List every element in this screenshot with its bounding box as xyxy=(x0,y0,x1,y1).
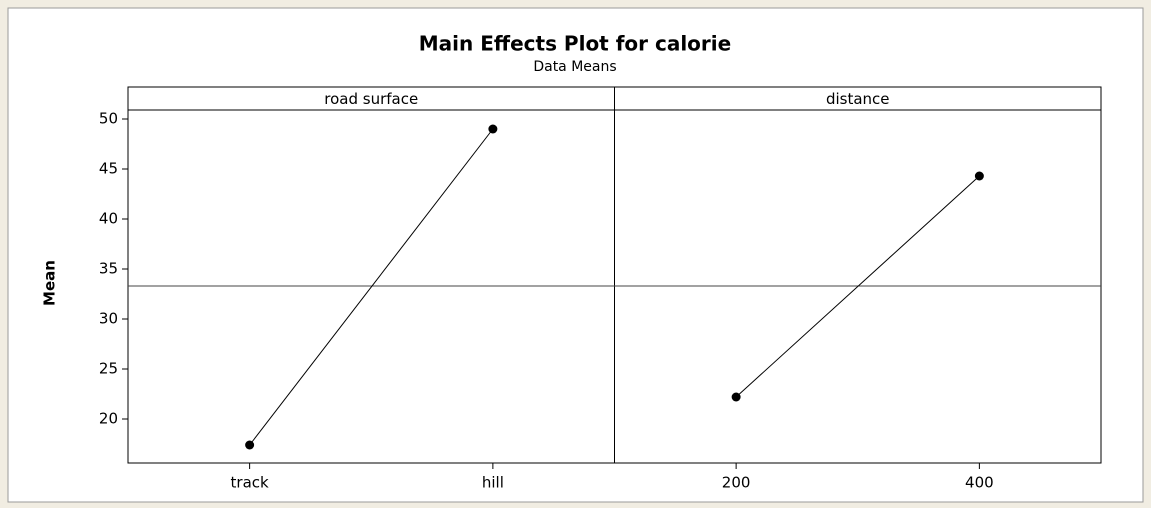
x-tick-label: hill xyxy=(482,474,504,492)
y-tick-label: 20 xyxy=(99,410,118,428)
y-tick-label: 50 xyxy=(99,110,118,128)
chart-background xyxy=(7,7,1144,503)
data-point xyxy=(488,124,498,134)
effect-line xyxy=(735,175,980,398)
y-tick-label: 30 xyxy=(99,310,118,328)
x-tick-label: track xyxy=(231,474,269,492)
chart-subtitle: Data Means xyxy=(533,59,616,75)
y-tick-label: 45 xyxy=(99,160,118,178)
chart-title: Main Effects Plot for calorie xyxy=(419,32,731,56)
data-point xyxy=(974,171,984,181)
y-tick-label: 40 xyxy=(99,210,118,228)
effect-line xyxy=(249,128,494,446)
panel-header: road surface xyxy=(324,90,418,108)
y-axis-label: Mean xyxy=(41,260,59,306)
data-point xyxy=(245,440,255,450)
y-tick-label: 25 xyxy=(99,360,118,378)
x-tick-label: 400 xyxy=(965,474,994,492)
y-tick-label: 35 xyxy=(99,260,118,278)
data-point xyxy=(731,392,741,402)
panel-header: distance xyxy=(826,90,890,108)
x-tick-label: 200 xyxy=(722,474,751,492)
